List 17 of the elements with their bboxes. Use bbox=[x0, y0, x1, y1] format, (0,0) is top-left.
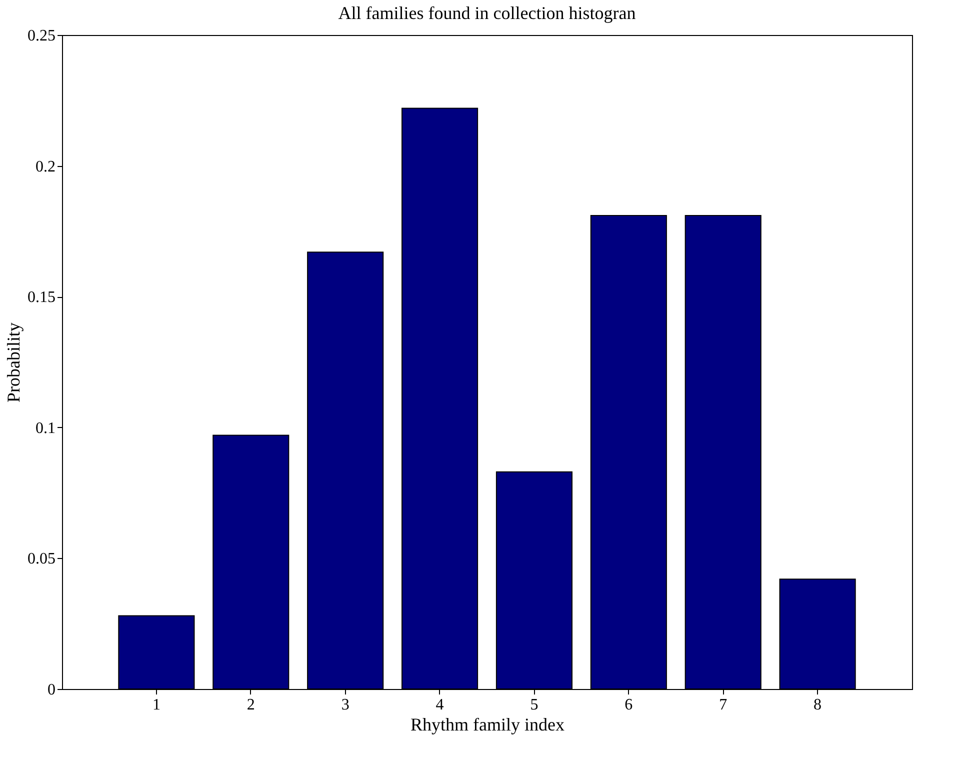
y-tick-label: 0.25 bbox=[28, 28, 56, 44]
y-tick-label: 0.2 bbox=[36, 158, 56, 176]
x-tick-label: 2 bbox=[246, 696, 255, 714]
x-tick-label: 1 bbox=[152, 696, 160, 714]
x-tick-label: 5 bbox=[530, 696, 538, 714]
y-axis-title: Probability bbox=[4, 322, 24, 402]
y-tick-label: 0.1 bbox=[36, 420, 56, 437]
x-tick-label: 8 bbox=[814, 696, 822, 714]
x-tick-label: 3 bbox=[341, 696, 350, 714]
y-tick-label: 0 bbox=[48, 682, 56, 698]
x-tick-label: 6 bbox=[624, 696, 633, 714]
y-tick-label: 0.15 bbox=[28, 289, 56, 306]
x-tick-label: 7 bbox=[719, 696, 728, 714]
x-axis-title: Rhythm family index bbox=[410, 714, 564, 734]
y-tick-label: 0.05 bbox=[28, 550, 56, 568]
chart-title: All families found in collection histogran bbox=[338, 3, 636, 23]
x-tick-label: 4 bbox=[436, 696, 444, 714]
